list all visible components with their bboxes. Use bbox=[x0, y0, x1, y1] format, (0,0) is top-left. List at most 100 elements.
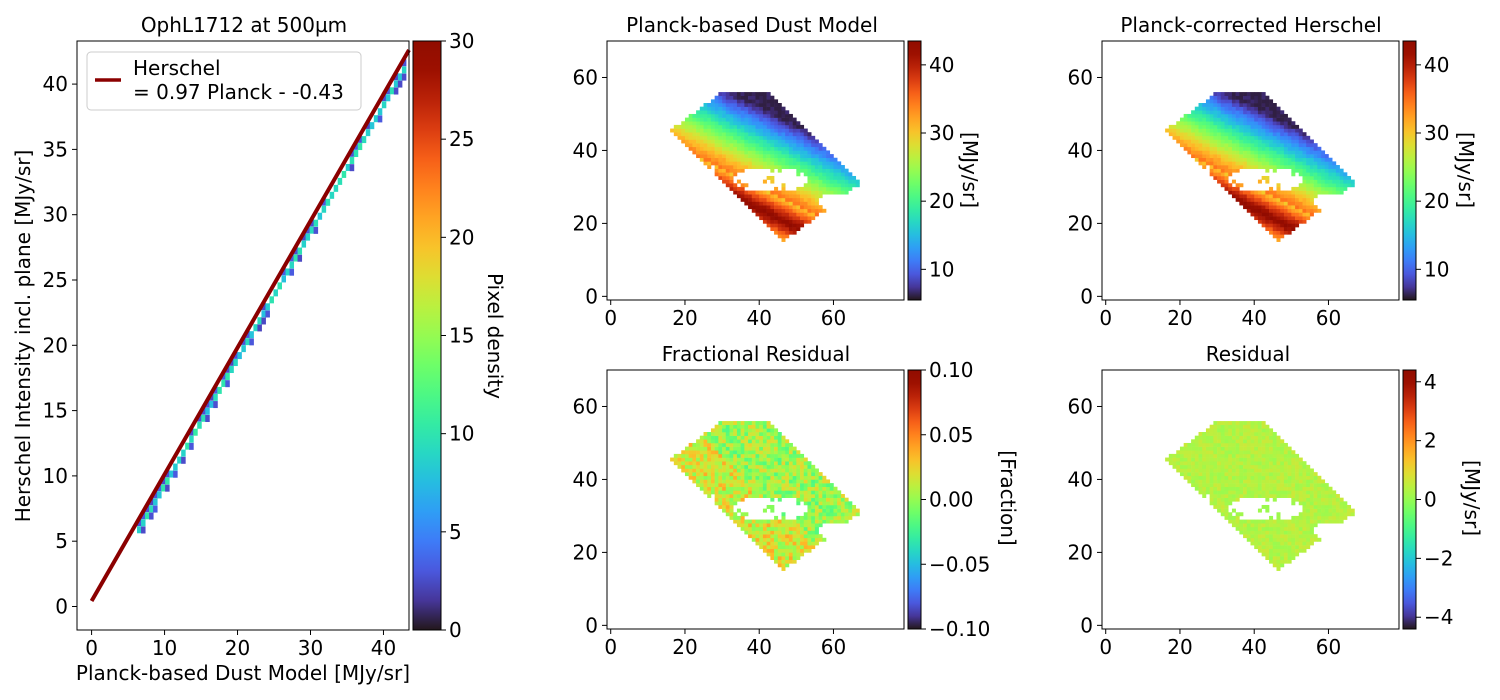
map-pixel bbox=[1276, 548, 1281, 553]
map-pixel bbox=[774, 523, 779, 528]
map-pixel bbox=[1280, 212, 1285, 217]
map-pixel bbox=[1257, 117, 1262, 122]
map-pixel bbox=[1295, 161, 1300, 166]
map-pixel bbox=[822, 157, 827, 162]
map-pixel bbox=[1235, 154, 1240, 159]
map-pixel bbox=[1265, 227, 1270, 231]
map-pixel bbox=[807, 175, 812, 180]
map-pixel bbox=[1187, 117, 1192, 122]
map-pixel bbox=[736, 161, 741, 166]
map-pixel bbox=[755, 479, 760, 484]
map-pixel bbox=[1209, 110, 1214, 115]
map-pixel bbox=[692, 150, 697, 155]
map-pixel bbox=[748, 146, 753, 151]
map-pixel bbox=[1265, 483, 1270, 488]
map-pixel bbox=[792, 556, 797, 560]
y-tick-label: 60 bbox=[1068, 394, 1093, 418]
map-pixel bbox=[703, 490, 708, 495]
map-pixel bbox=[1213, 501, 1218, 506]
map-pixel bbox=[1317, 157, 1322, 162]
map-pixel bbox=[755, 110, 760, 115]
map-pixel bbox=[826, 479, 831, 484]
map-pixel bbox=[792, 219, 797, 224]
map-pixel bbox=[1224, 165, 1229, 169]
map-pixel bbox=[792, 190, 797, 195]
map-pixel bbox=[762, 143, 767, 148]
map-pixel bbox=[736, 428, 741, 433]
map-pixel bbox=[1302, 486, 1307, 491]
map-pixel bbox=[1272, 212, 1277, 217]
map-pixel bbox=[796, 556, 801, 560]
density-cell bbox=[317, 212, 323, 220]
map-pixel bbox=[777, 161, 782, 166]
map-pixel bbox=[837, 501, 842, 506]
map-pixel bbox=[755, 446, 760, 451]
map-pixel bbox=[826, 486, 831, 491]
density-cell bbox=[389, 87, 395, 95]
x-tick-label: 20 bbox=[1167, 635, 1192, 659]
map-pixel bbox=[1176, 464, 1181, 469]
map-pixel bbox=[762, 121, 767, 126]
map-pixel bbox=[774, 439, 779, 444]
map-pixel bbox=[1183, 468, 1188, 473]
map-pixel bbox=[788, 205, 793, 210]
map-pixel bbox=[1265, 113, 1270, 118]
map-pixel bbox=[1306, 530, 1311, 535]
map-pixel bbox=[1269, 490, 1274, 495]
map-pixel bbox=[807, 479, 812, 484]
map-pixel bbox=[1276, 435, 1281, 440]
map-pixel bbox=[725, 442, 730, 447]
map-pixel bbox=[766, 121, 771, 126]
map-pixel bbox=[788, 457, 793, 462]
map-pixel bbox=[777, 143, 782, 148]
map-pixel bbox=[770, 461, 775, 466]
map-pixel bbox=[759, 526, 764, 531]
map-pixel bbox=[1276, 183, 1281, 188]
map-pixel bbox=[1272, 479, 1277, 484]
map-pixel bbox=[748, 435, 753, 440]
map-pixel bbox=[1283, 128, 1288, 133]
map-pixel bbox=[1235, 186, 1240, 191]
map-pixel bbox=[811, 537, 816, 542]
map-pixel bbox=[714, 99, 719, 104]
map-pixel bbox=[733, 450, 738, 455]
map-pixel bbox=[703, 154, 708, 159]
map-pixel bbox=[714, 135, 719, 140]
map-pixel bbox=[707, 435, 712, 440]
map-pixel bbox=[1246, 113, 1251, 118]
map-pixel bbox=[1217, 472, 1222, 477]
map-pixel bbox=[844, 515, 849, 520]
map-pixel bbox=[714, 501, 719, 506]
map-pixel bbox=[1272, 146, 1277, 151]
map-pixel bbox=[1309, 497, 1314, 502]
map-pixel bbox=[822, 479, 827, 484]
map-pixel bbox=[1217, 464, 1222, 469]
map-pixel bbox=[1209, 139, 1214, 144]
map-pixel bbox=[1254, 541, 1259, 546]
map-pixel bbox=[1257, 135, 1262, 140]
map-pixel bbox=[1243, 190, 1248, 195]
map-pixel bbox=[762, 157, 767, 162]
map-pixel bbox=[1172, 453, 1177, 458]
map-pixel bbox=[699, 106, 704, 111]
map-pixel bbox=[1291, 146, 1296, 151]
map-pixel bbox=[800, 157, 805, 162]
map-pixel bbox=[811, 464, 816, 469]
map-pixel bbox=[736, 154, 741, 159]
map-pixel bbox=[785, 534, 790, 539]
map-pixel bbox=[800, 472, 805, 477]
map-pixel bbox=[1276, 219, 1281, 224]
map-pixel bbox=[1235, 157, 1240, 162]
map-pixel bbox=[1217, 103, 1222, 107]
map-pixel bbox=[1250, 135, 1255, 140]
map-pixel bbox=[1224, 143, 1229, 148]
map-pixel bbox=[759, 519, 764, 524]
map-pixel bbox=[759, 143, 764, 148]
map-pixel bbox=[777, 545, 782, 550]
map-pixel bbox=[766, 461, 771, 466]
map-pixel bbox=[1205, 135, 1210, 140]
map-pixel bbox=[840, 508, 845, 513]
map-pixel bbox=[1265, 99, 1270, 104]
map-pixel bbox=[1306, 172, 1311, 177]
map-pixel bbox=[796, 132, 801, 137]
